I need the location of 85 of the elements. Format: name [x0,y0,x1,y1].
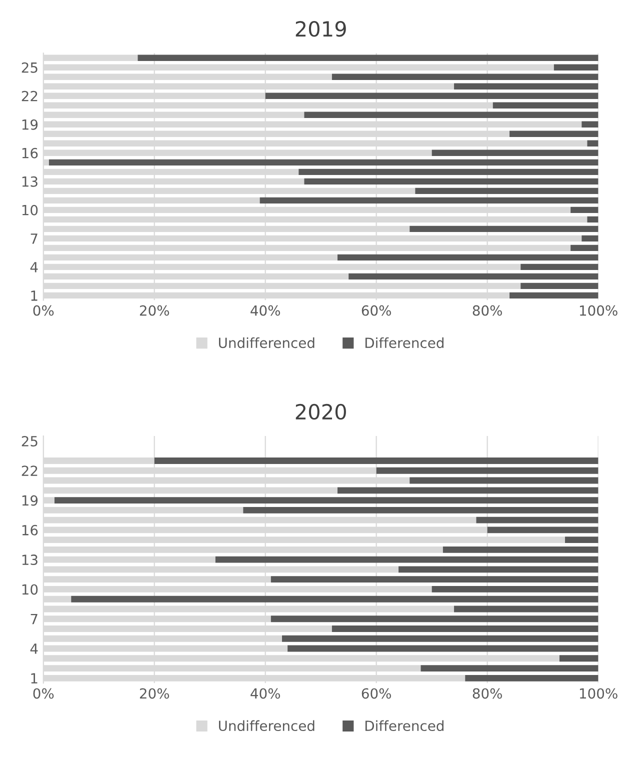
y-tick-label: 22 [22,466,38,476]
x-tick-label: 0% [33,688,54,699]
bar [432,586,598,592]
x-tick-label: 60% [362,688,392,699]
x-tick-label: 100% [580,688,618,699]
y-tick-label: 22 [22,90,38,102]
x-tick-label: 60% [362,305,392,316]
bar [376,467,598,474]
bar [582,235,598,242]
x-tick-label: 20% [140,688,170,699]
bar [304,112,598,118]
y-tick-label: 4 [30,644,38,654]
bar [71,596,598,602]
y-tick-label: 1 [31,673,38,684]
chart-title: 2020 [296,404,346,420]
y-tick-label: 19 [22,495,38,506]
bar [138,54,598,61]
chart-title: 2019 [296,21,346,37]
x-tick-label: 40% [250,688,280,699]
y-tick-label: 1 [31,290,38,301]
bar [54,497,598,504]
bar [415,188,598,194]
bar [243,506,598,514]
bar [304,178,598,184]
y-tick-label: 25 [22,436,38,446]
bar [559,655,598,662]
bar [288,645,598,652]
bar [432,150,598,156]
y-tick-label: 13 [22,176,38,187]
bar [520,282,598,290]
bar [465,674,598,682]
y-tick-label: 19 [22,119,38,130]
bar [265,92,598,99]
bar [565,536,598,544]
bar [582,121,598,128]
bar [332,626,598,632]
legend-label: Differenced [365,337,444,348]
x-tick-label: 40% [250,305,280,316]
bar [282,635,598,642]
bar [554,64,598,70]
bar [270,616,598,622]
bar [332,74,598,80]
bar [487,526,598,534]
bar [260,197,598,204]
y-tick-label: 25 [22,62,38,73]
bar [337,254,598,261]
y-tick-label: 16 [22,148,38,158]
bar [510,292,598,299]
legend-label: Differenced [365,720,444,732]
y-tick-label: 4 [30,262,38,272]
y-tick-label: 13 [22,554,38,566]
y-tick-label: 7 [30,614,38,624]
bar [454,606,598,612]
bar [410,477,598,484]
bar [420,665,598,672]
bar [348,273,598,280]
bar [410,226,598,232]
bar [587,216,598,222]
x-tick-label: 20% [140,305,170,316]
bar [270,576,598,583]
bar [298,168,598,175]
x-tick-label: 100% [580,305,618,316]
bar [587,140,598,146]
y-tick-label: 16 [22,524,38,536]
bar [398,566,598,573]
x-tick-label: 80% [472,305,502,316]
y-tick-label: 10 [22,204,38,216]
bar [520,264,598,270]
bar [442,546,598,553]
x-tick-label: 80% [472,688,502,699]
y-tick-label: 7 [30,234,38,244]
bar [570,244,598,252]
y-tick-label: 10 [22,584,38,595]
bar [337,487,598,494]
legend-label: Undifferenced [219,720,314,732]
bar [154,458,598,464]
bar [570,206,598,213]
bar [215,556,598,563]
bar [476,516,598,524]
bar [510,130,598,137]
bar [492,102,598,108]
x-tick-label: 0% [33,305,54,316]
bar [48,159,598,166]
legend-label: Undifferenced [219,337,314,348]
bar [454,83,598,90]
